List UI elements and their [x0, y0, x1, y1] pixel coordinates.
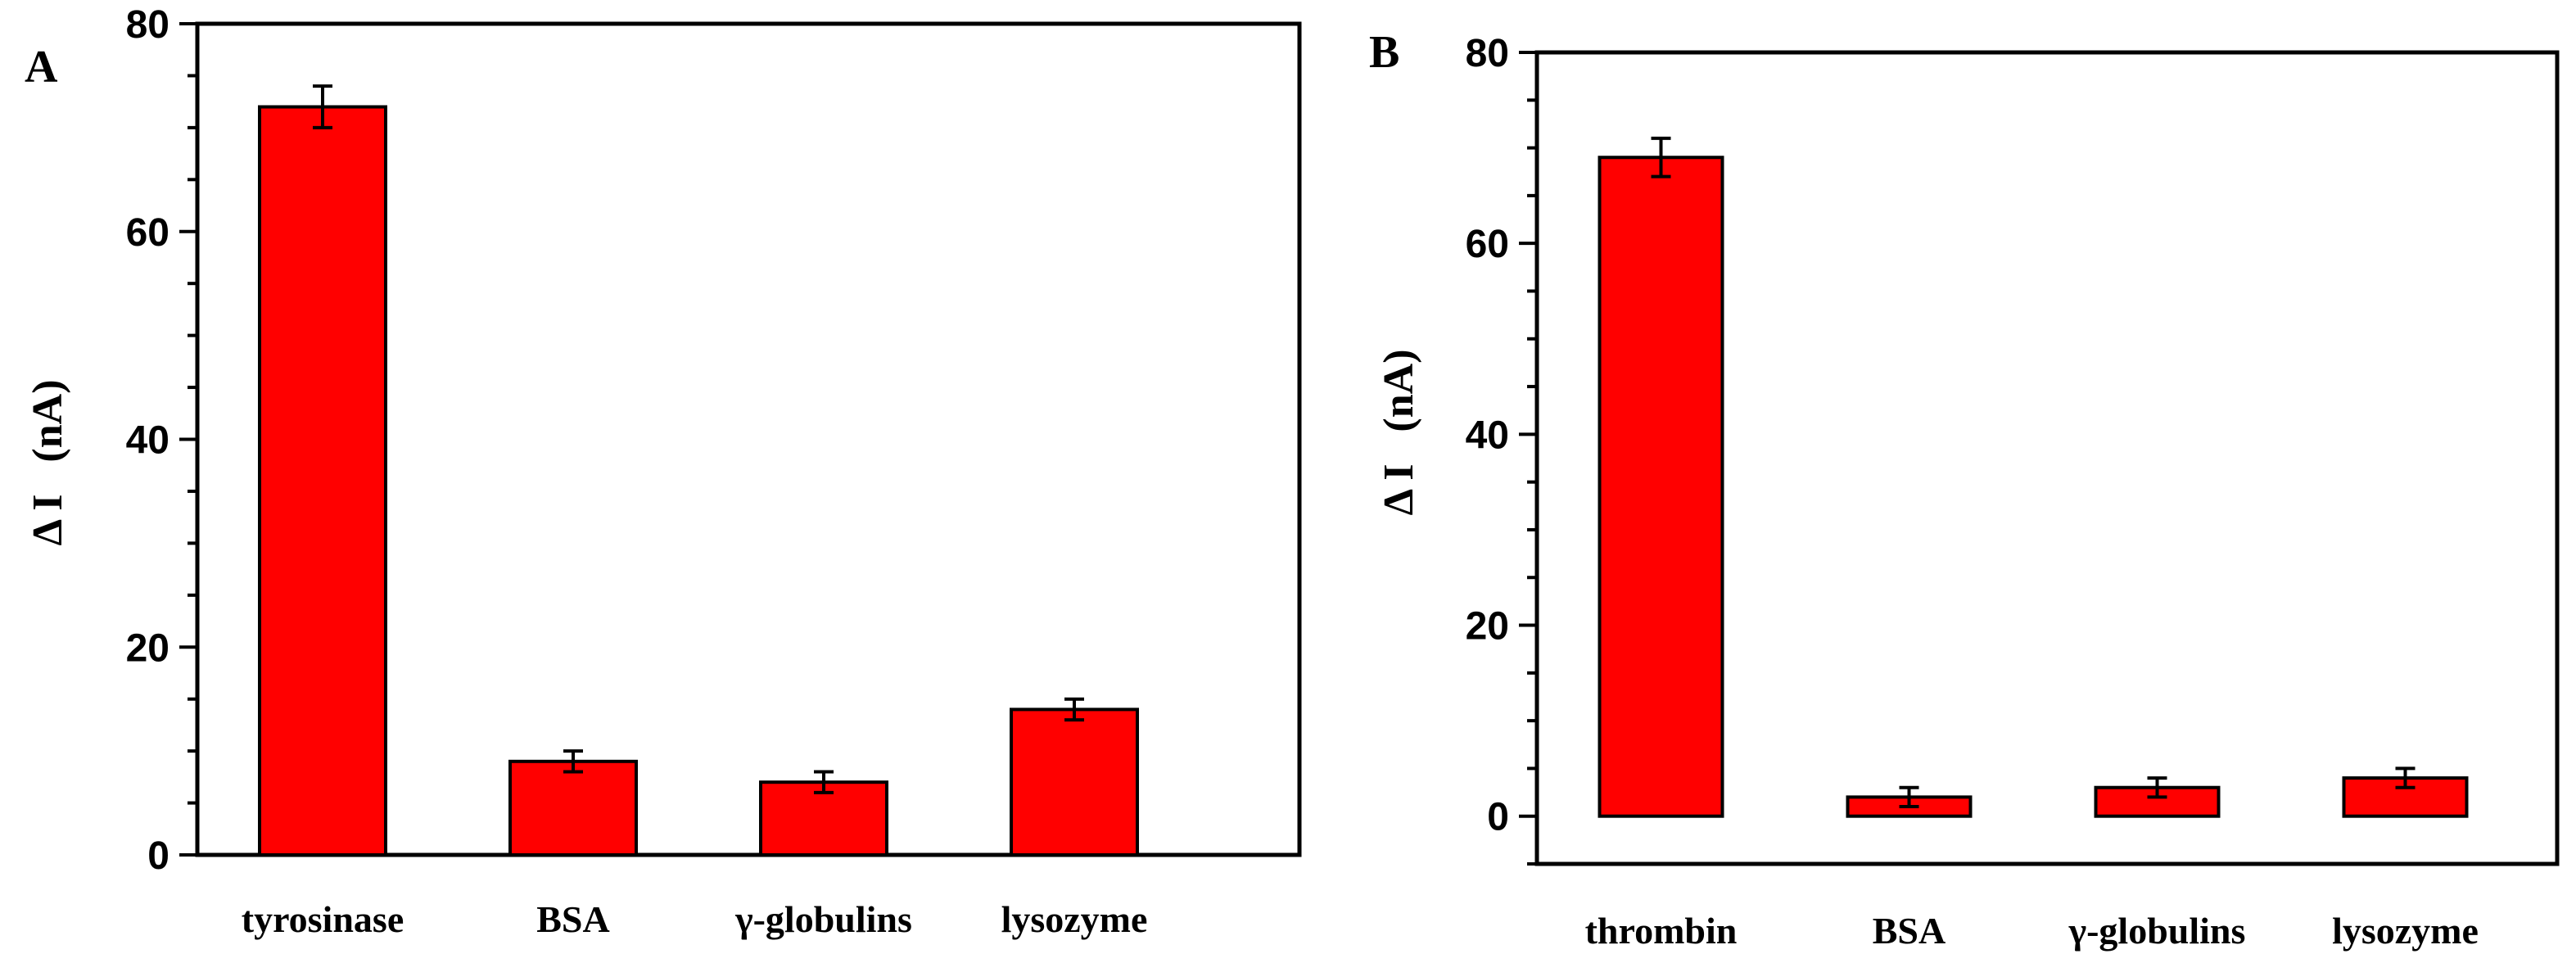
panel-b-plot-frame — [1534, 50, 2560, 866]
panel-b-x-tick-label-0: thrombin — [1585, 910, 1738, 952]
panel-b-error-bar-1 — [1899, 785, 1919, 809]
panel-b-label: B — [1369, 27, 1399, 78]
panel-b-error-bar-2 — [2147, 776, 2167, 799]
panel-a-x-tick-label-3: lysozyme — [1001, 898, 1148, 940]
panel-a-y-axis-title: Δ I (nA) — [25, 379, 71, 545]
panel-a-y-tick-labels: 0 20 40 60 80 — [126, 3, 169, 878]
panel-a-error-bars — [313, 84, 1084, 794]
panel-b-x-tick-labels: thrombin BSA γ-globulins lysozyme — [1585, 910, 2479, 952]
panel-a-y-tick-label-2: 40 — [126, 419, 169, 463]
panel-b-error-bars — [1651, 136, 2416, 809]
panel-b-x-tick-label-1: BSA — [1873, 910, 1946, 952]
panel-a-y-tick-label-4: 80 — [126, 3, 169, 47]
panel-a-bars — [258, 105, 1139, 857]
panel-a: A Δ I (nA) 0 20 40 60 80 tyrosinase BSA γ-glob… — [25, 3, 1302, 940]
panel-a-bar-0 — [258, 105, 387, 857]
panel-a-y-tick-label-1: 20 — [126, 626, 169, 670]
panel-b-y-tick-label-2: 40 — [1466, 414, 1509, 457]
panel-a-x-tick-label-0: tyrosinase — [242, 898, 404, 940]
panel-b-bars — [1598, 156, 2469, 818]
panel-a-bar-3 — [1010, 708, 1139, 857]
panel-a-bar-1 — [508, 759, 638, 857]
panel-b: B Δ I (nA) 0 20 40 60 80 thrombin BSA γ-globul… — [1369, 27, 2560, 952]
panel-a-x-tick-label-1: BSA — [536, 898, 609, 940]
panel-a-error-bar-1 — [563, 749, 583, 774]
panel-b-bar-0 — [1598, 156, 1724, 818]
panel-a-error-bar-3 — [1064, 697, 1084, 722]
panel-a-y-ticks — [179, 22, 197, 857]
panel-b-y-ticks — [1519, 51, 1537, 866]
panel-b-y-tick-labels: 0 20 40 60 80 — [1466, 32, 1509, 839]
panel-b-y-tick-label-4: 80 — [1466, 32, 1509, 75]
panel-a-x-tick-labels: tyrosinase BSA γ-globulins lysozyme — [242, 898, 1148, 940]
panel-b-y-tick-label-3: 60 — [1466, 223, 1509, 266]
panel-b-x-tick-label-2: γ-globulins — [2068, 910, 2246, 952]
panel-b-y-axis-title: Δ I (nA) — [1376, 349, 1422, 515]
panel-b-error-bar-0 — [1651, 136, 1671, 179]
panel-b-y-tick-label-0: 0 — [1487, 796, 1509, 839]
panel-a-label: A — [25, 42, 58, 93]
panel-b-x-tick-label-3: lysozyme — [2332, 910, 2479, 952]
panel-a-y-tick-label-0: 0 — [147, 834, 169, 878]
panel-a-y-tick-label-3: 60 — [126, 211, 169, 255]
panel-b-error-bar-3 — [2395, 766, 2416, 789]
panel-b-y-tick-label-1: 20 — [1466, 605, 1509, 649]
panel-a-error-bar-2 — [814, 770, 834, 794]
panel-a-x-tick-label-2: γ-globulins — [734, 898, 912, 940]
panel-a-error-bar-0 — [313, 84, 332, 129]
